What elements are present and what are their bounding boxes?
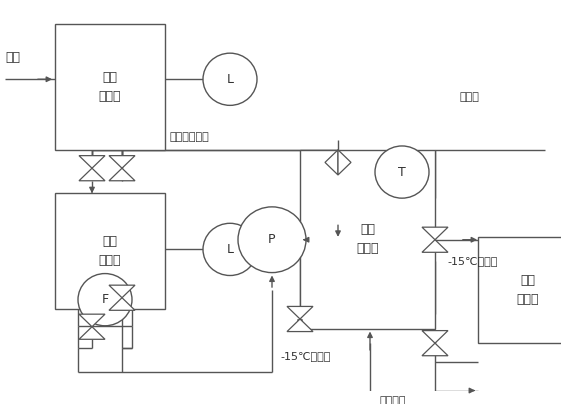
Polygon shape <box>109 298 135 310</box>
Text: 醋酐
高位槽: 醋酐 高位槽 <box>99 71 121 103</box>
Text: 萃取
反应釜: 萃取 反应釜 <box>517 274 539 306</box>
Polygon shape <box>109 156 135 168</box>
Circle shape <box>375 146 429 198</box>
Bar <box>300 150 435 329</box>
Text: F: F <box>102 293 109 306</box>
Circle shape <box>203 53 257 105</box>
Text: 放料萃取: 放料萃取 <box>380 396 407 404</box>
Text: T: T <box>398 166 406 179</box>
Polygon shape <box>79 168 105 181</box>
Text: 酯化液: 酯化液 <box>460 92 480 102</box>
Text: -15℃盐水出: -15℃盐水出 <box>447 256 498 266</box>
Polygon shape <box>422 330 448 343</box>
Text: L: L <box>227 73 233 86</box>
Polygon shape <box>422 227 448 240</box>
Polygon shape <box>79 314 105 327</box>
Polygon shape <box>338 150 351 175</box>
Circle shape <box>238 207 306 273</box>
Bar <box>55 194 165 309</box>
Polygon shape <box>287 319 313 332</box>
Text: -15℃盐水进: -15℃盐水进 <box>280 351 330 361</box>
Circle shape <box>78 274 132 326</box>
Text: 酰化
反应釜: 酰化 反应釜 <box>356 223 379 255</box>
Polygon shape <box>422 343 448 356</box>
Text: 滴加气相平衡: 滴加气相平衡 <box>170 132 210 142</box>
Bar <box>478 237 561 343</box>
Polygon shape <box>287 306 313 319</box>
Circle shape <box>203 223 257 276</box>
Text: L: L <box>227 243 233 256</box>
Polygon shape <box>109 168 135 181</box>
Polygon shape <box>79 327 105 339</box>
Text: 醋酐
计量槽: 醋酐 计量槽 <box>99 236 121 267</box>
Text: P: P <box>268 233 276 246</box>
Bar <box>55 24 165 150</box>
Polygon shape <box>325 150 338 175</box>
Polygon shape <box>79 156 105 168</box>
Polygon shape <box>109 285 135 298</box>
Polygon shape <box>422 240 448 252</box>
Text: 醋酐: 醋酐 <box>5 51 20 65</box>
